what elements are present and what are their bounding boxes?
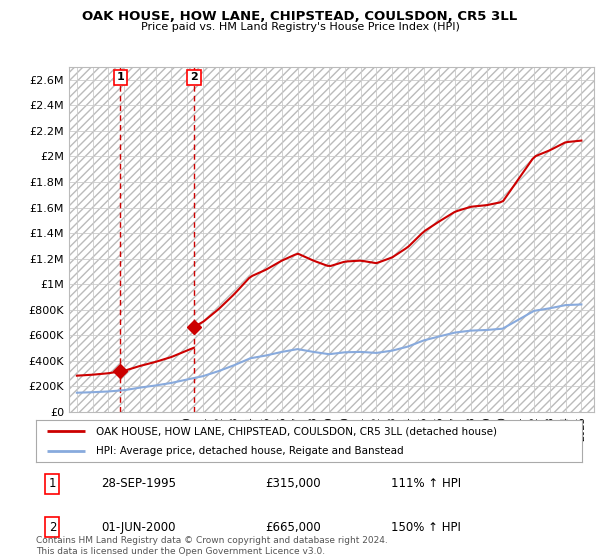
Text: 01-JUN-2000: 01-JUN-2000	[101, 521, 176, 534]
Text: 2: 2	[190, 72, 198, 82]
Text: 111% ↑ HPI: 111% ↑ HPI	[391, 477, 461, 491]
Text: Contains HM Land Registry data © Crown copyright and database right 2024.
This d: Contains HM Land Registry data © Crown c…	[36, 536, 388, 556]
Text: £665,000: £665,000	[265, 521, 321, 534]
Text: £315,000: £315,000	[265, 477, 321, 491]
Text: HPI: Average price, detached house, Reigate and Banstead: HPI: Average price, detached house, Reig…	[96, 446, 404, 456]
Text: OAK HOUSE, HOW LANE, CHIPSTEAD, COULSDON, CR5 3LL: OAK HOUSE, HOW LANE, CHIPSTEAD, COULSDON…	[82, 10, 518, 23]
Text: Price paid vs. HM Land Registry's House Price Index (HPI): Price paid vs. HM Land Registry's House …	[140, 22, 460, 32]
Text: 1: 1	[49, 477, 56, 491]
Text: 150% ↑ HPI: 150% ↑ HPI	[391, 521, 461, 534]
Text: 28-SEP-1995: 28-SEP-1995	[101, 477, 176, 491]
Text: OAK HOUSE, HOW LANE, CHIPSTEAD, COULSDON, CR5 3LL (detached house): OAK HOUSE, HOW LANE, CHIPSTEAD, COULSDON…	[96, 426, 497, 436]
Text: 2: 2	[49, 521, 56, 534]
Text: 1: 1	[116, 72, 124, 82]
